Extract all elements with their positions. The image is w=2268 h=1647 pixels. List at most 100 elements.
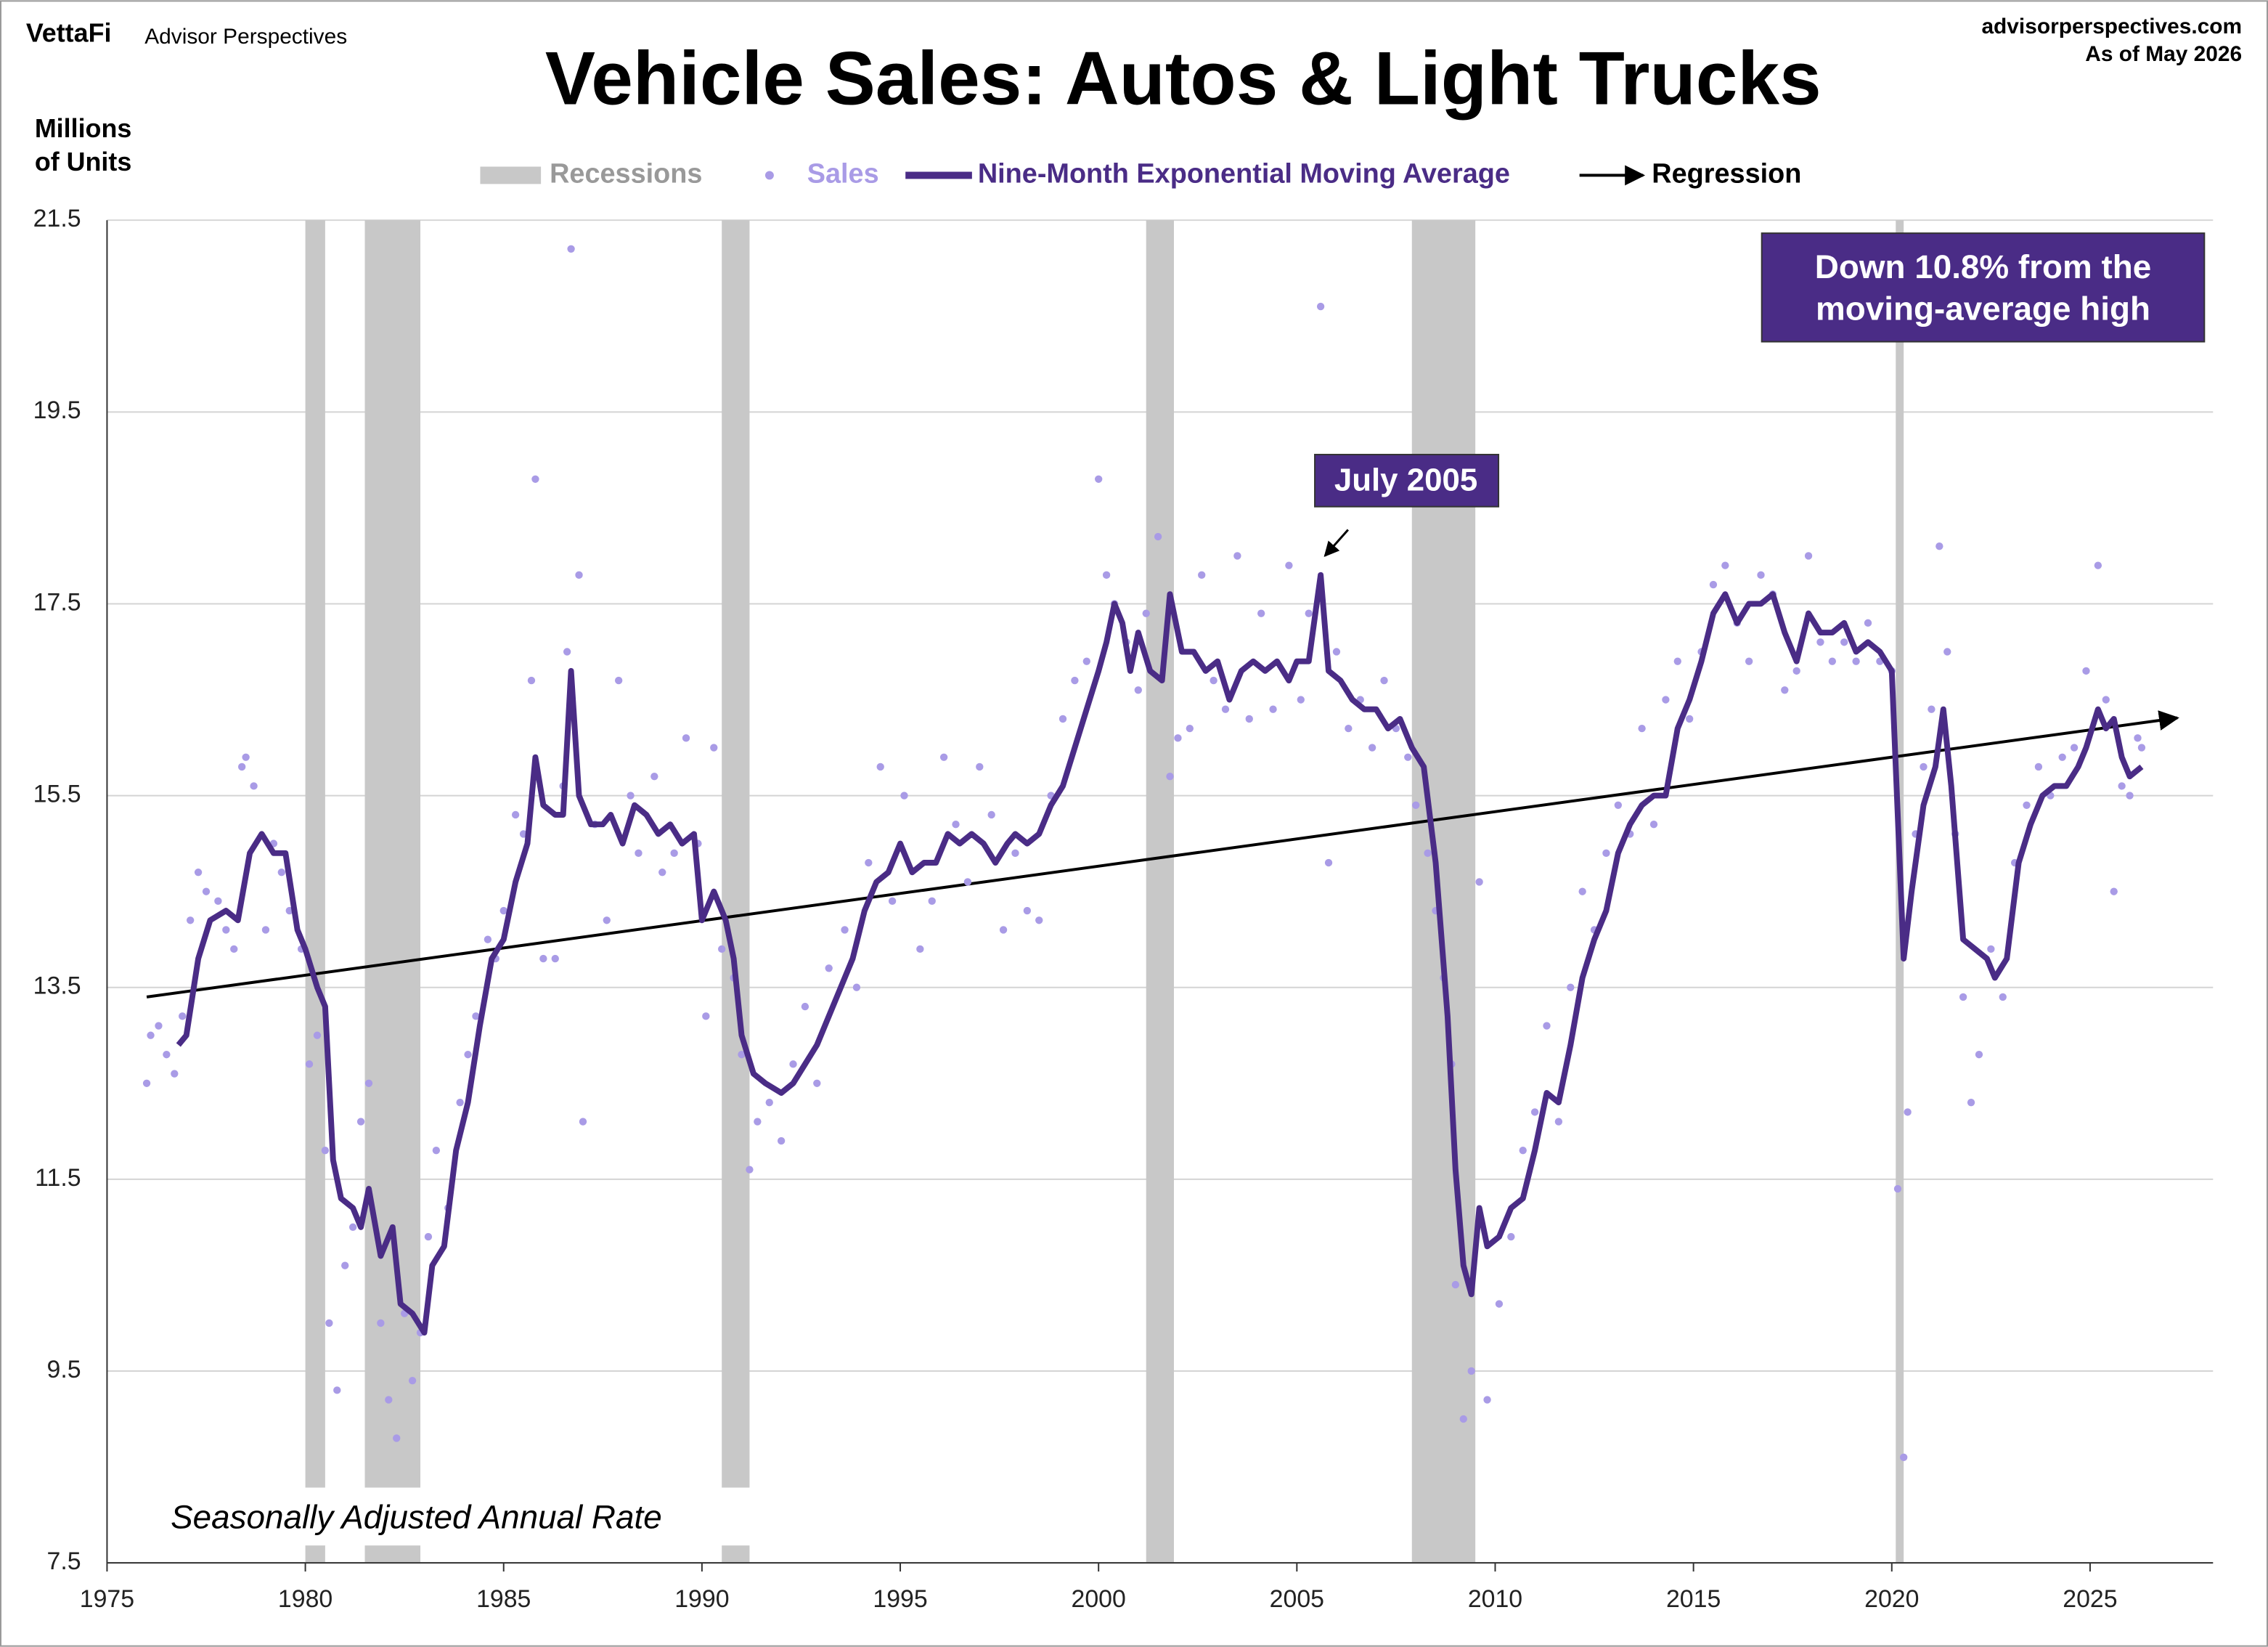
sales-dot [1840, 638, 1848, 646]
sales-dot [1412, 801, 1420, 809]
sales-dot [1554, 1118, 1563, 1126]
sales-dot [393, 1434, 401, 1442]
sales-dot [963, 878, 972, 886]
y-tick-label: 15.5 [33, 781, 81, 808]
sales-dot [865, 858, 873, 867]
sales-dot [777, 1136, 786, 1145]
sales-dot [635, 849, 643, 857]
sales-dot [1186, 724, 1194, 733]
y-tick-label: 9.5 [46, 1356, 81, 1383]
sales-dot [888, 897, 897, 906]
x-tick-label: 2015 [1666, 1585, 1721, 1613]
annotation-box [1314, 453, 1500, 508]
annotation-text: July 2005 [1334, 462, 1477, 497]
sales-dot [738, 1050, 746, 1059]
sales-dot [579, 1118, 587, 1126]
sales-dot [364, 1079, 373, 1087]
sales-dot [348, 1223, 357, 1232]
x-tick-label: 1990 [674, 1585, 729, 1613]
sales-dot [1904, 1108, 1912, 1116]
sales-dot [1828, 657, 1837, 665]
y-axis-label: Millions [35, 114, 131, 143]
sales-dot [155, 1022, 163, 1030]
sales-dot [1757, 571, 1765, 580]
sales-dot [2023, 801, 2031, 809]
sales-dot [2137, 744, 2146, 752]
sales-dot [658, 869, 666, 877]
legend-swatch [480, 166, 542, 184]
recession-band [722, 220, 750, 1563]
sales-dot [214, 897, 222, 906]
callout: Down 10.8% from the moving-average high [1814, 248, 2152, 328]
sales-dot [1198, 571, 1206, 580]
sales-dot [511, 810, 520, 819]
sales-dot [237, 762, 246, 771]
sales-dot [1174, 734, 1182, 742]
y-tick-label: 7.5 [46, 1548, 81, 1575]
sales-dot [1804, 552, 1813, 560]
sales-dot [1233, 552, 1241, 560]
sales-dot [1459, 1415, 1467, 1423]
as-of: As of May 2026 [2085, 42, 2242, 66]
sales-dot [1781, 686, 1789, 694]
sales-dot [527, 676, 536, 685]
sales-dot [179, 1012, 187, 1020]
sales-dot [242, 753, 250, 761]
sales-dot [341, 1261, 349, 1269]
sales-dot [250, 782, 258, 790]
sales-dot [702, 1012, 710, 1020]
sales-dot [194, 869, 203, 877]
sales-dot [1816, 638, 1824, 646]
x-tick-label: 2005 [1270, 1585, 1324, 1613]
callout-box [1761, 232, 2206, 343]
sales-dot [928, 897, 936, 906]
brand: VettaFi [26, 19, 112, 48]
sales-dot [1058, 715, 1067, 723]
sales-dot [424, 1232, 433, 1241]
sales-dot [710, 744, 718, 752]
sales-dot [1530, 1108, 1539, 1116]
recession-band [1146, 220, 1174, 1563]
sales-dot [765, 1099, 773, 1107]
sales-dot [1483, 1396, 1491, 1404]
sales-dot [1602, 849, 1610, 857]
sales-dot [1899, 1453, 1908, 1461]
x-tick-label: 1980 [278, 1585, 333, 1613]
sales-dot [356, 1118, 365, 1126]
x-tick-label: 2000 [1072, 1585, 1126, 1613]
sales-dot [230, 945, 238, 953]
sales-dot [456, 1099, 464, 1107]
sales-dot [464, 1050, 472, 1059]
sales-dot [385, 1396, 393, 1404]
sales-dot [627, 792, 635, 800]
sales-dot [614, 676, 623, 685]
sales-dot [1721, 561, 1729, 569]
x-tick-label: 2025 [2063, 1585, 2117, 1613]
sales-dot [1935, 542, 1943, 550]
sales-dot [222, 926, 230, 934]
sales-dot [1959, 993, 1967, 1001]
sales-dot [1673, 657, 1681, 665]
callout-text: Down 10.8% from the moving-average high [1814, 248, 2152, 328]
sales-dot [408, 1376, 417, 1385]
sales-dot [313, 1031, 322, 1039]
sales-dot [147, 1031, 155, 1039]
sales-dot [325, 1319, 333, 1327]
x-tick-label: 2020 [1864, 1585, 1919, 1613]
sales-dot [531, 475, 539, 483]
y-tick-label: 13.5 [33, 972, 81, 1000]
sales-dot [2126, 792, 2134, 800]
y-tick-label: 11.5 [35, 1164, 81, 1192]
sales-dot [1578, 887, 1586, 895]
sales-dot [2118, 782, 2126, 790]
sales-dot [432, 1147, 441, 1155]
sales-dot [1035, 916, 1043, 924]
sales-dot [900, 792, 908, 800]
sales-dot [1332, 648, 1341, 656]
sales-dot [1166, 772, 1174, 781]
sales-dot [1134, 686, 1142, 694]
sales-dot [1975, 1050, 1983, 1059]
sales-dot [1424, 849, 1432, 857]
sales-dot [1893, 1184, 1902, 1193]
